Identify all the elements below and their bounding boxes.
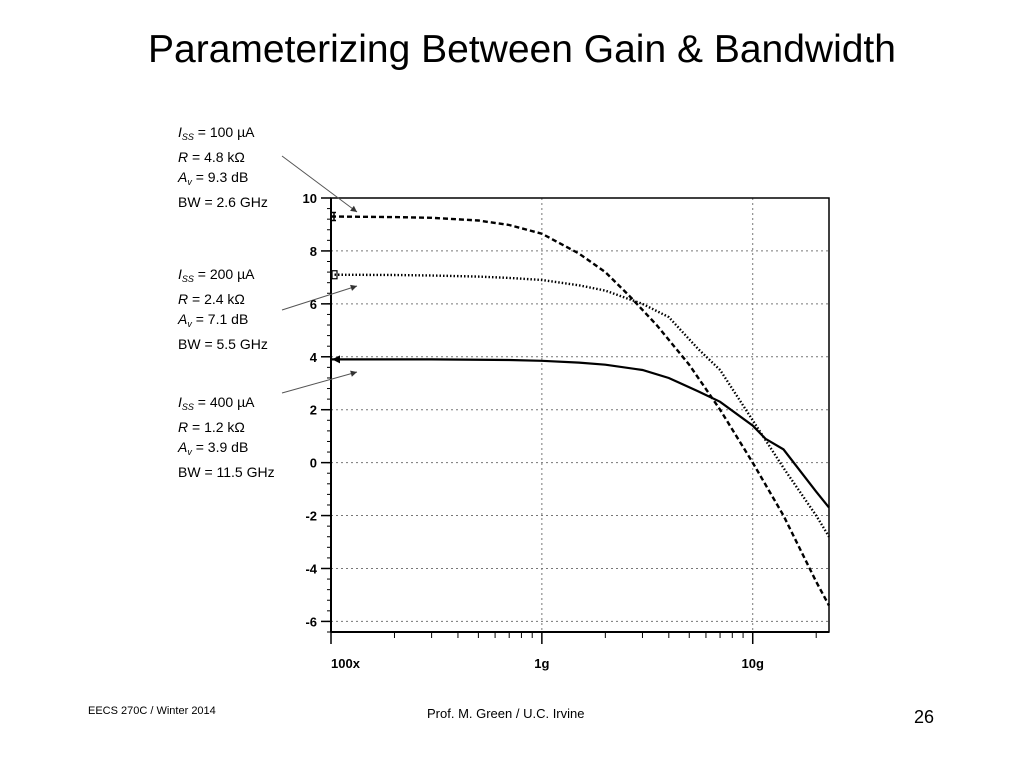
annotation-iss-200: ISS = 200 µA R = 2.4 kΩ Av = 7.1 dB BW =… bbox=[178, 266, 268, 352]
author-label: Prof. M. Green / U.C. Irvine bbox=[427, 706, 585, 721]
y-tick-label: 8 bbox=[310, 244, 317, 259]
y-tick-label: 2 bbox=[310, 403, 317, 418]
bw-value: BW = 2.6 GHz bbox=[178, 194, 268, 210]
curve-iss-100 bbox=[330, 215, 831, 607]
bw-value: BW = 11.5 GHz bbox=[178, 464, 275, 480]
plot-markers bbox=[331, 211, 340, 364]
bw-value: BW = 5.5 GHz bbox=[178, 336, 268, 352]
x-tick-label: 1g bbox=[534, 656, 549, 671]
y-tick-label: 0 bbox=[310, 456, 317, 471]
y-tick-label: -2 bbox=[305, 509, 317, 524]
plot-grid bbox=[331, 198, 829, 632]
marker-iss-100 bbox=[332, 211, 336, 222]
tick-labels: 10 8 6 4 2 0 -2 -4 -6 100x 1g 10g bbox=[303, 191, 764, 671]
x-tick-label: 10g bbox=[742, 656, 764, 671]
curve-iss-400 bbox=[331, 358, 830, 509]
plot-series bbox=[330, 215, 831, 607]
r-value: = 4.8 kΩ bbox=[192, 149, 245, 165]
av-value: = 3.9 dB bbox=[195, 439, 249, 455]
y-tick-label: 6 bbox=[310, 297, 317, 312]
slide-title: Parameterizing Between Gain & Bandwidth bbox=[148, 28, 896, 71]
annotation-iss-400: ISS = 400 µA R = 1.2 kΩ Av = 3.9 dB BW =… bbox=[178, 394, 275, 480]
pointer-arrowhead bbox=[350, 370, 357, 377]
pointer-arrowhead bbox=[350, 284, 357, 291]
iss-value: = 400 µA bbox=[197, 394, 255, 410]
r-value: = 1.2 kΩ bbox=[192, 419, 245, 435]
plot-axes bbox=[321, 197, 830, 644]
pointer-line bbox=[281, 371, 358, 394]
curve-iss-200 bbox=[330, 273, 831, 538]
av-value: = 9.3 dB bbox=[195, 169, 249, 185]
pointer-line bbox=[281, 155, 358, 213]
plot-frame bbox=[330, 197, 830, 633]
y-tick-label: 10 bbox=[303, 191, 317, 206]
page-number: 26 bbox=[914, 707, 935, 727]
y-tick-label: -6 bbox=[305, 614, 317, 629]
iss-value: = 200 µA bbox=[197, 266, 255, 282]
av-value: = 7.1 dB bbox=[195, 311, 249, 327]
x-tick-label: 100x bbox=[331, 656, 361, 671]
pointer-line bbox=[281, 285, 358, 311]
course-label: EECS 270C / Winter 2014 bbox=[88, 705, 216, 717]
annotation-pointers bbox=[281, 155, 358, 394]
pointer-arrowhead bbox=[350, 205, 357, 212]
marker-iss-200 bbox=[331, 270, 338, 280]
marker-iss-400 bbox=[332, 355, 340, 364]
iss-value: = 100 µA bbox=[197, 124, 255, 140]
r-value: = 2.4 kΩ bbox=[192, 291, 245, 307]
annotation-iss-100: ISS = 100 µA R = 4.8 kΩ Av = 9.3 dB BW =… bbox=[178, 124, 268, 210]
y-tick-label: -4 bbox=[305, 561, 317, 576]
y-tick-label: 4 bbox=[310, 350, 318, 365]
